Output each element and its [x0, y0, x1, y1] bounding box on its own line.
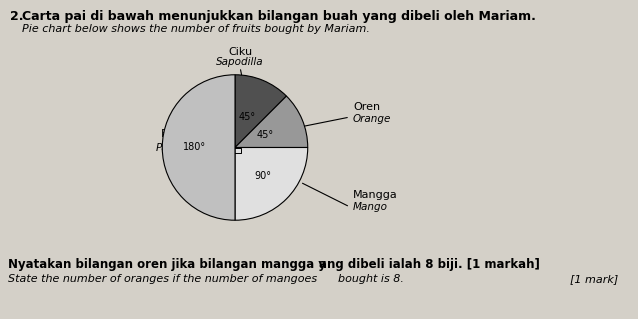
Text: Mangga: Mangga [353, 190, 397, 200]
Text: Mango: Mango [353, 202, 388, 212]
Text: Sapodilla: Sapodilla [216, 57, 263, 67]
Text: 45°: 45° [239, 112, 256, 122]
Text: Papaya: Papaya [156, 143, 194, 153]
Text: Betik: Betik [161, 129, 189, 139]
Wedge shape [235, 96, 308, 147]
Text: Pie chart below shows the number of fruits bought by Mariam.: Pie chart below shows the number of frui… [22, 24, 370, 34]
Text: bought is 8.: bought is 8. [338, 274, 404, 284]
Text: ang dibeli ialah 8 biji. [1 markah]: ang dibeli ialah 8 biji. [1 markah] [319, 258, 540, 271]
Text: Oren: Oren [353, 102, 380, 112]
Text: 180°: 180° [184, 143, 207, 152]
Text: Carta pai di bawah menunjukkan bilangan buah yang dibeli oleh Mariam.: Carta pai di bawah menunjukkan bilangan … [22, 10, 536, 23]
Text: 45°: 45° [256, 130, 274, 140]
Wedge shape [235, 147, 308, 220]
Text: 90°: 90° [255, 171, 272, 181]
Text: State the number of oranges if the number of mangoes: State the number of oranges if the numbe… [8, 274, 317, 284]
Text: Nyatakan bilangan oren jika bilangan mangga y: Nyatakan bilangan oren jika bilangan man… [8, 258, 326, 271]
Text: Orange: Orange [353, 114, 391, 124]
Text: Ciku: Ciku [228, 47, 252, 57]
Text: [1 mark]: [1 mark] [570, 274, 618, 284]
Wedge shape [235, 75, 286, 147]
Wedge shape [162, 75, 235, 220]
Text: 2.: 2. [10, 10, 24, 23]
